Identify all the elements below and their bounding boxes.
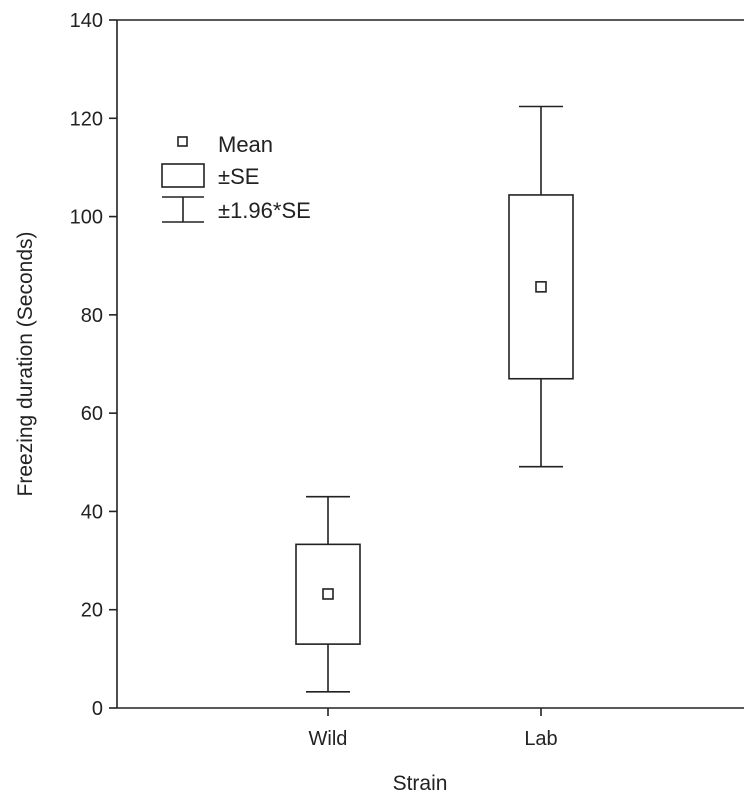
se-box <box>508 194 574 380</box>
x-ticks: Wild Lab <box>309 708 558 750</box>
y-tick-label: 80 <box>81 305 103 327</box>
y-tick-label: 0 <box>92 698 103 720</box>
legend: Mean ±SE ±1.96*SE <box>161 132 311 223</box>
y-axis-title: Freezing duration (Seconds) <box>14 232 37 497</box>
box-wild <box>295 495 361 693</box>
x-tick-label: Lab <box>524 728 557 750</box>
y-tick-label: 60 <box>81 403 103 425</box>
box-lab <box>508 105 574 468</box>
y-tick-label: 120 <box>70 108 103 130</box>
mean-marker <box>535 281 547 293</box>
legend-mean-icon <box>177 136 188 147</box>
y-tick-label: 100 <box>70 207 103 229</box>
se-box <box>295 543 361 645</box>
legend-mean-label: Mean <box>218 132 273 157</box>
box-series <box>295 105 574 693</box>
x-tick-label: Wild <box>309 728 348 750</box>
y-tick-label: 140 <box>70 10 103 32</box>
legend-whisker-icon <box>162 196 204 223</box>
y-ticks: 0 20 40 60 80 100 120 140 <box>70 10 117 720</box>
legend-se-icon <box>161 163 205 188</box>
mean-marker <box>322 588 334 600</box>
axes <box>116 19 744 709</box>
y-tick-label: 20 <box>81 600 103 622</box>
legend-whisker-label: ±1.96*SE <box>218 198 311 223</box>
x-axis-title: Strain <box>393 772 448 794</box>
legend-se-label: ±SE <box>218 164 259 189</box>
y-tick-label: 40 <box>81 501 103 523</box>
